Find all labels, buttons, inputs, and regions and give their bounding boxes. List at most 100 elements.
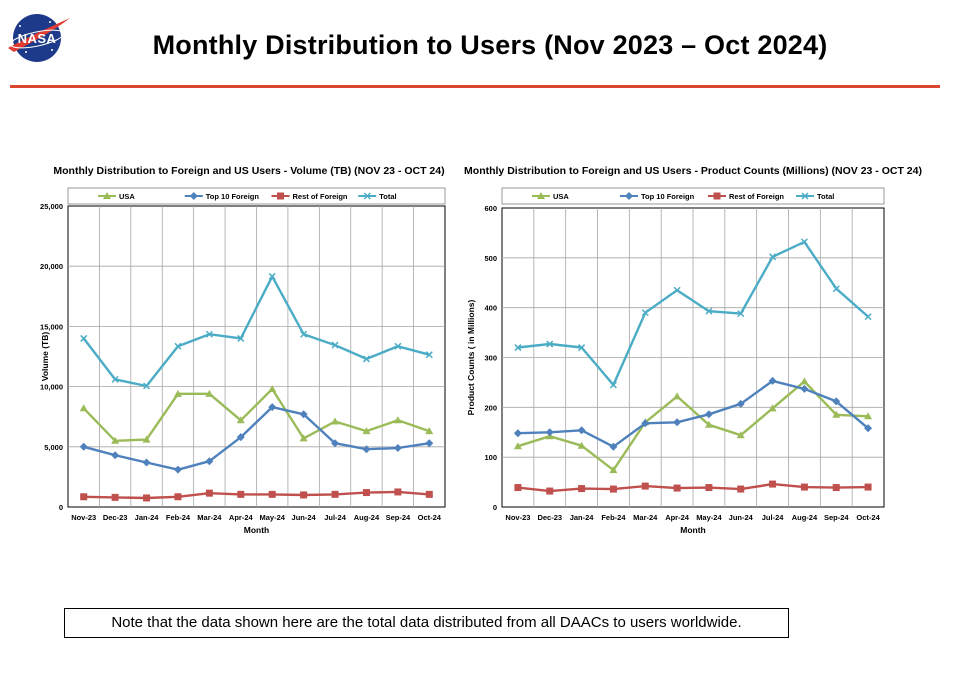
data-point <box>331 490 339 498</box>
data-point <box>577 426 586 435</box>
data-point <box>864 412 873 420</box>
series-total <box>514 238 872 389</box>
data-point <box>268 272 276 280</box>
data-point <box>331 417 340 425</box>
series-line <box>517 482 869 493</box>
title-divider <box>10 85 940 88</box>
legend-swatch-marker <box>277 192 284 200</box>
series-total <box>80 272 433 390</box>
series-line <box>517 380 869 472</box>
data-point <box>545 428 554 437</box>
x-tick-label: May-24 <box>696 513 722 522</box>
data-point <box>111 493 119 501</box>
data-point <box>394 342 402 350</box>
y-tick-label: 400 <box>484 304 497 313</box>
data-point <box>800 384 809 393</box>
data-point <box>299 410 308 419</box>
data-point <box>142 435 151 443</box>
data-point <box>111 451 120 460</box>
data-point <box>705 484 713 492</box>
data-point <box>205 330 213 338</box>
legend-label: Top 10 Foreign <box>641 192 695 201</box>
data-point <box>578 344 586 352</box>
legend-swatch-marker <box>625 192 633 200</box>
x-tick-label: Jan-24 <box>570 513 595 522</box>
x-tick-label: Mar-24 <box>633 513 658 522</box>
data-point <box>514 344 522 352</box>
x-tick-label: Nov-23 <box>71 513 96 522</box>
y-tick-label: 300 <box>484 354 497 363</box>
data-point <box>673 484 681 492</box>
x-tick-label: Aug-24 <box>354 513 380 522</box>
x-tick-label: Apr-24 <box>229 513 254 522</box>
data-point <box>80 334 88 342</box>
data-point <box>142 458 151 467</box>
nasa-logo: NASA <box>8 14 70 62</box>
data-point <box>362 445 371 454</box>
data-point <box>609 485 617 493</box>
y-axis-label: Product Counts ( in Millions) <box>466 299 476 415</box>
data-point <box>393 416 402 424</box>
data-point <box>736 399 745 408</box>
x-tick-label: Jan-24 <box>135 513 160 522</box>
series-line <box>517 379 869 448</box>
chart-legend: USA Top 10 Foreign Rest of Foreign Total <box>67 187 446 205</box>
y-tick-label: 200 <box>484 403 497 412</box>
data-point <box>673 418 682 427</box>
series-rest-of-foreign <box>514 480 872 495</box>
y-tick-label: 600 <box>484 204 497 213</box>
data-point <box>425 427 434 435</box>
x-tick-label: Mar-24 <box>197 513 222 522</box>
data-point <box>362 489 370 497</box>
legend-label: USA <box>553 192 569 201</box>
data-point <box>205 457 214 466</box>
series-line <box>517 240 869 387</box>
data-point <box>513 429 522 438</box>
y-tick-label: 25,000 <box>40 202 63 211</box>
x-tick-label: Jul-24 <box>762 513 785 522</box>
y-tick-label: 20,000 <box>40 262 63 271</box>
data-point <box>609 381 617 389</box>
data-point <box>205 489 213 497</box>
volume-chart-svg: Monthly Distribution to Foreign and US U… <box>40 165 446 535</box>
data-point <box>143 382 151 390</box>
data-point <box>174 493 182 501</box>
data-point <box>111 375 119 383</box>
x-axis-label: Month <box>244 525 270 535</box>
series-top-10-foreign <box>79 403 434 474</box>
product-counts-chart: Monthly Distribution to Foreign and US U… <box>462 158 924 538</box>
data-point <box>393 444 402 453</box>
data-point <box>641 419 650 428</box>
data-point <box>394 488 402 496</box>
chart-title: Monthly Distribution to Foreign and US U… <box>464 165 922 177</box>
y-axis-label: Volume (TB) <box>40 332 50 382</box>
data-point <box>832 285 840 293</box>
data-point <box>300 491 308 499</box>
x-axis-label: Month <box>680 525 706 535</box>
data-point <box>362 355 370 363</box>
footnote-box: Note that the data shown here are the to… <box>64 608 789 638</box>
legend-label: Top 10 Foreign <box>206 192 260 201</box>
data-point <box>362 427 371 435</box>
data-point <box>173 389 182 397</box>
legend-frame <box>67 187 446 205</box>
data-point <box>800 238 808 246</box>
data-point <box>236 433 245 442</box>
data-point <box>425 490 433 498</box>
data-point <box>673 392 682 400</box>
chart-legend: USA Top 10 Foreign Rest of Foreign Total <box>501 187 885 205</box>
data-point <box>769 480 777 488</box>
series-line <box>83 490 430 500</box>
data-point <box>173 465 182 474</box>
data-point <box>609 466 618 474</box>
legend-label: Rest of Foreign <box>293 192 348 201</box>
legend-swatch-marker <box>801 192 809 200</box>
data-point <box>300 330 308 338</box>
data-point <box>864 313 872 321</box>
x-tick-label: May-24 <box>259 513 285 522</box>
data-point <box>832 397 841 406</box>
legend-swatch-marker <box>103 192 111 199</box>
data-point <box>143 494 151 502</box>
data-point <box>800 377 809 385</box>
x-tick-label: Apr-24 <box>665 513 690 522</box>
